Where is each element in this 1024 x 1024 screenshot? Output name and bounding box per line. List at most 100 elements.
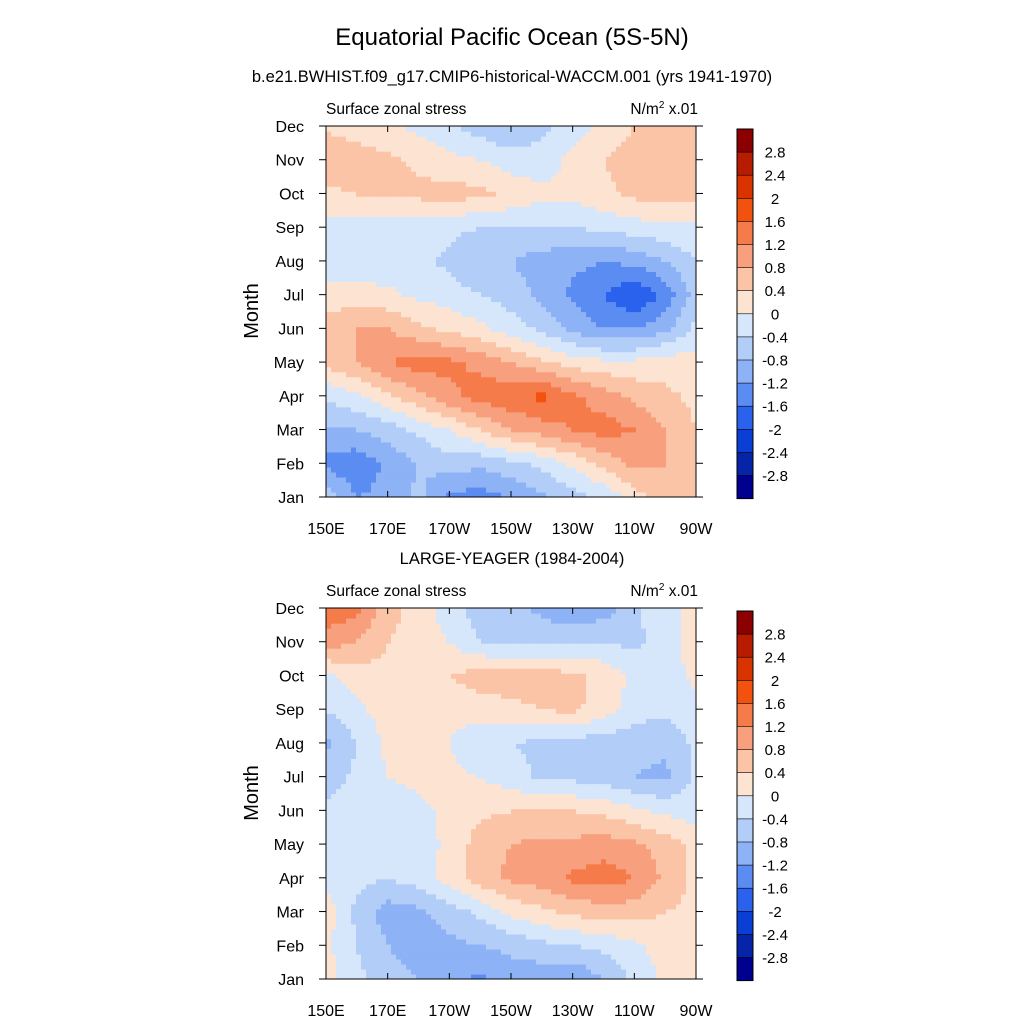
contour-cell	[386, 246, 392, 252]
contour-cell	[366, 206, 372, 212]
contour-cell	[646, 216, 652, 222]
contour-cell	[606, 381, 612, 388]
contour-cell	[631, 191, 637, 197]
contour-cell	[566, 266, 572, 272]
contour-cell	[626, 236, 632, 242]
contour-cell	[671, 231, 677, 237]
contour-cell	[666, 306, 672, 313]
contour-cell	[566, 416, 572, 423]
contour-cell	[596, 181, 602, 187]
contour-cell	[426, 356, 432, 363]
contour-cell	[571, 446, 577, 453]
contour-cell	[626, 351, 632, 358]
contour-cell	[481, 281, 487, 288]
contour-cell	[681, 486, 687, 493]
contour-cell	[686, 346, 692, 353]
contour-cell	[556, 381, 562, 388]
contour-cell	[446, 201, 452, 207]
contour-cell	[426, 281, 432, 288]
contour-cell	[686, 421, 692, 428]
contour-cell	[576, 261, 582, 267]
contour-cell	[461, 376, 467, 383]
contour-cell	[461, 426, 467, 433]
contour-cell	[686, 391, 692, 398]
contour-cell	[671, 236, 677, 242]
contour-cell	[651, 401, 657, 408]
contour-cell	[676, 486, 682, 493]
contour-cell	[516, 281, 522, 288]
contour-cell	[571, 331, 577, 338]
contour-cell	[451, 226, 457, 232]
contour-cell	[466, 386, 472, 393]
contour-cell	[506, 236, 512, 242]
contour-cell	[606, 351, 612, 358]
contour-cell	[636, 186, 642, 192]
contour-cell	[361, 376, 367, 383]
contour-cell	[351, 411, 357, 418]
contour-cell	[621, 371, 627, 378]
contour-cell	[626, 391, 632, 398]
contour-cell	[551, 171, 557, 177]
contour-cell	[661, 161, 667, 167]
contour-cell	[331, 401, 337, 408]
contour-cell	[366, 451, 372, 458]
contour-cell	[506, 286, 512, 293]
contour-cell	[431, 241, 437, 247]
contour-cell	[336, 416, 342, 423]
contour-cell	[616, 236, 622, 242]
contour-cell	[486, 366, 492, 373]
contour-cell	[536, 196, 542, 202]
contour-cell	[506, 221, 512, 227]
units-label: N/m2 x.01	[630, 100, 698, 118]
contour-cell	[396, 246, 402, 252]
contour-cell	[556, 201, 562, 207]
contour-cell	[431, 441, 437, 448]
contour-cell	[496, 191, 502, 197]
contour-cell	[681, 301, 687, 308]
contour-cell	[611, 321, 617, 328]
contour-cell	[396, 286, 402, 293]
contour-cell	[441, 156, 447, 162]
contour-cell	[371, 276, 377, 283]
contour-cell	[441, 426, 447, 433]
contour-cell	[651, 471, 657, 478]
contour-cell	[631, 286, 637, 293]
contour-cell	[336, 461, 342, 468]
contour-cell	[446, 216, 452, 222]
contour-cell	[691, 396, 696, 403]
contour-cell	[431, 376, 437, 383]
contour-cell	[491, 316, 497, 323]
contour-cell	[521, 356, 527, 363]
contour-cell	[421, 426, 427, 433]
contour-cell	[631, 226, 637, 232]
contour-cell	[361, 166, 367, 172]
contour-cell	[351, 446, 357, 453]
contour-cell	[346, 371, 352, 378]
contour-cell	[621, 291, 627, 298]
contour-cell	[691, 196, 696, 202]
contour-cell	[406, 331, 412, 338]
contour-cell	[431, 331, 437, 338]
contour-cell	[516, 396, 522, 403]
contour-cell	[506, 441, 512, 448]
contour-cell	[391, 286, 397, 293]
contour-cell	[386, 231, 392, 237]
contour-cell	[676, 196, 682, 202]
contour-cell	[596, 391, 602, 398]
contour-cell	[481, 386, 487, 393]
contour-cell	[591, 291, 597, 298]
contour-cell	[631, 181, 637, 187]
contour-cell	[681, 271, 687, 277]
contour-cell	[461, 441, 467, 448]
contour-cell	[586, 456, 592, 463]
contour-cell	[461, 296, 467, 303]
contour-cell	[646, 161, 652, 167]
contour-cell	[576, 451, 582, 458]
contour-cell	[691, 411, 696, 418]
contour-cell	[691, 381, 696, 388]
contour-cell	[566, 351, 572, 358]
contour-cell	[621, 216, 627, 222]
contour-cell	[516, 336, 522, 343]
contour-cell	[466, 476, 472, 483]
contour-cell	[681, 381, 687, 388]
